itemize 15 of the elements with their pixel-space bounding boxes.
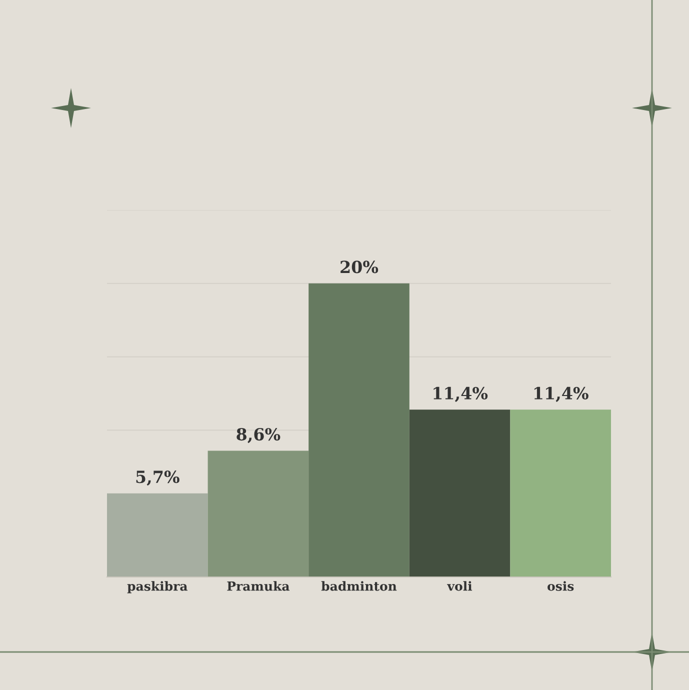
data-label: 11,4% (434, 386, 488, 402)
bar (107, 493, 208, 577)
x-tick-label: paskibra (127, 581, 188, 594)
x-tick-label: badminton (321, 581, 397, 591)
x-tick-label: osis (548, 581, 574, 591)
bar (409, 410, 510, 577)
data-label: 8,6% (236, 428, 280, 444)
bar (510, 410, 611, 577)
x-tick-label: voli (447, 581, 472, 591)
data-label: 11,4% (534, 386, 588, 402)
data-label: 5,7% (136, 470, 180, 486)
x-tick-label: Pramuka (227, 581, 290, 591)
bar (208, 450, 309, 577)
bar (308, 283, 410, 577)
data-label: 20% (340, 260, 378, 274)
